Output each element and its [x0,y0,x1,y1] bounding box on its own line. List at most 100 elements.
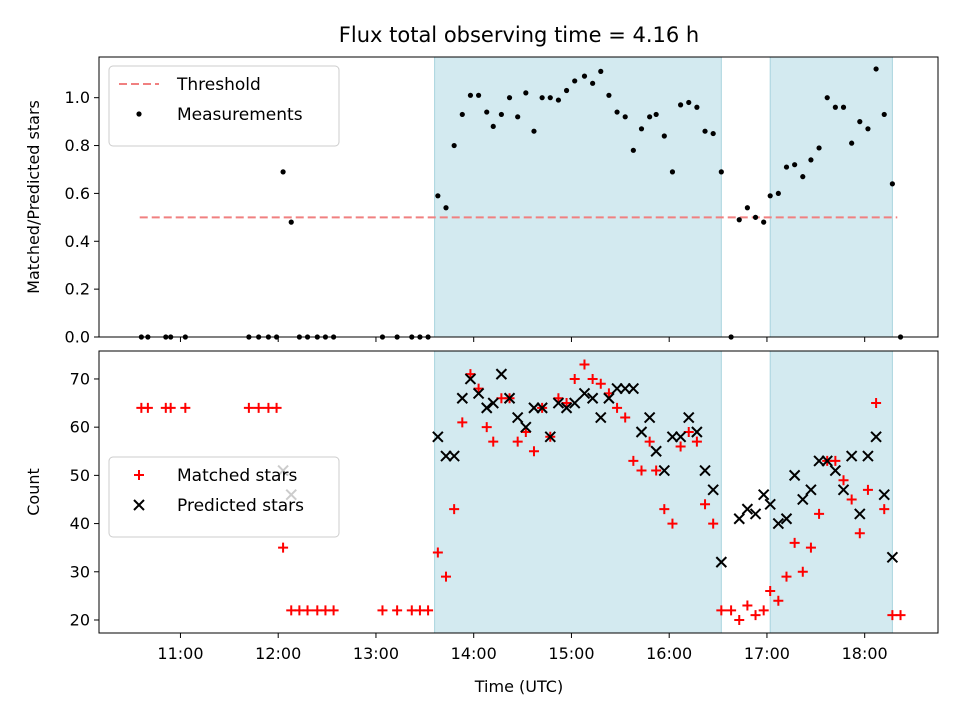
predicted-star-point [837,484,850,496]
chart-title: Flux total observing time = 4.16 h [339,23,699,47]
matched-star-point [579,359,590,370]
predicted-star-point [715,556,728,568]
predicted-star-point [481,402,493,414]
measurement-point [783,164,790,170]
measurement-point [475,92,482,98]
legend-label: Measurements [177,105,303,125]
predicted-star-point [464,373,477,385]
y-tick-label: 0.0 [65,328,90,347]
legend-label: Threshold [176,75,261,95]
x-axis-label: Time (UTC) [474,677,563,696]
measurement-point [647,114,653,120]
y-tick-label: 0.8 [65,136,90,155]
measurement-point [849,140,855,146]
matched-star-point [742,600,753,611]
measurement-point [857,119,863,125]
measurement-point [606,92,612,98]
predicted-star-point [780,513,793,525]
measurement-point [467,92,474,98]
measurement-point [539,95,545,101]
matched-star-point [708,518,719,529]
x-tick-label: 13:00 [353,644,399,663]
matched-star-point [432,547,443,558]
predicted-star-point [595,411,607,424]
matched-star-point [271,402,282,413]
matched-star-point [758,605,769,616]
measurement-point [484,109,490,115]
y-axis-label: Matched/Predicted stars [24,100,43,294]
matched-star-point [253,402,264,413]
measurement-point [506,95,513,101]
matched-star-point [528,446,539,457]
predicted-star-point [603,392,615,404]
predicted-star-point [627,382,640,395]
predicted-star-point [520,421,532,433]
legend-label: Matched stars [177,466,297,486]
measurement-point [840,104,847,110]
measurement-point [761,219,767,225]
measurement-point [881,111,887,118]
matched-star-point [457,417,468,428]
matched-star-point [726,605,737,616]
predicted-star-point [733,513,745,525]
matched-star-point [302,605,313,616]
y-tick-label: 40 [70,514,90,533]
predicted-star-point [472,387,485,400]
matched-star-point [716,605,727,616]
measurement-point [490,123,496,130]
matched-star-point [587,373,598,384]
matched-star-point [520,426,531,437]
y-tick-label: 0.2 [65,280,90,299]
predicted-star-point [560,402,573,414]
x-tick-label: 16:00 [646,644,692,663]
matched-star-point [879,504,890,515]
predicted-star-point [757,488,770,501]
matched-star-point [667,518,678,529]
matched-star-point [750,610,761,621]
predicted-star-point [666,431,679,443]
predicted-star-point [568,397,581,409]
legend-box [108,456,340,538]
predicted-star-point [448,450,460,462]
predicted-star-point [741,503,754,515]
predicted-star-point [544,431,556,443]
matched-star-point [512,436,523,447]
measurement-point [435,193,441,199]
predicted-star-point [456,392,469,404]
measurement-point [638,126,645,132]
matched-star-point [278,542,289,553]
predicted-star-point [707,484,719,496]
predicted-star-point [674,431,687,443]
predicted-star-point [528,402,540,414]
matched-star-point [636,465,647,476]
matched-star-point [481,422,492,433]
measurement-point [572,78,578,84]
predicted-star-point [788,469,801,482]
measurement-point [792,162,798,168]
measurement-point [563,87,570,94]
matched-star-point [814,508,825,519]
legend-x-swatch [133,499,145,511]
matched-star-point [473,383,484,394]
matched-star-point [569,373,580,384]
measurement-point [752,214,759,220]
y-axis-label: Count [24,468,43,516]
measurement-point [622,114,628,120]
measurement-point [547,95,553,101]
measurement-point [523,90,529,96]
plot-frame [98,350,939,634]
y-tick-label: 1.0 [65,88,90,107]
legend-dot-swatch [136,111,142,117]
matched-star-point [830,455,841,466]
measurement-point [808,157,814,163]
y-tick-label: 50 [70,466,90,485]
matched-star-point [805,542,816,553]
predicted-star-point [611,382,623,395]
matched-star-point [595,378,606,389]
y-tick-label: 0.6 [65,184,90,203]
measurement-point [702,128,708,134]
matched-star-point [691,436,702,447]
predicted-star-point [813,455,825,467]
predicted-star-point [586,392,599,404]
panel-match-ratio: 0.0 0.2 0.4 0.6 0.8 1.0 Matched/Predicted star… [24,56,939,347]
